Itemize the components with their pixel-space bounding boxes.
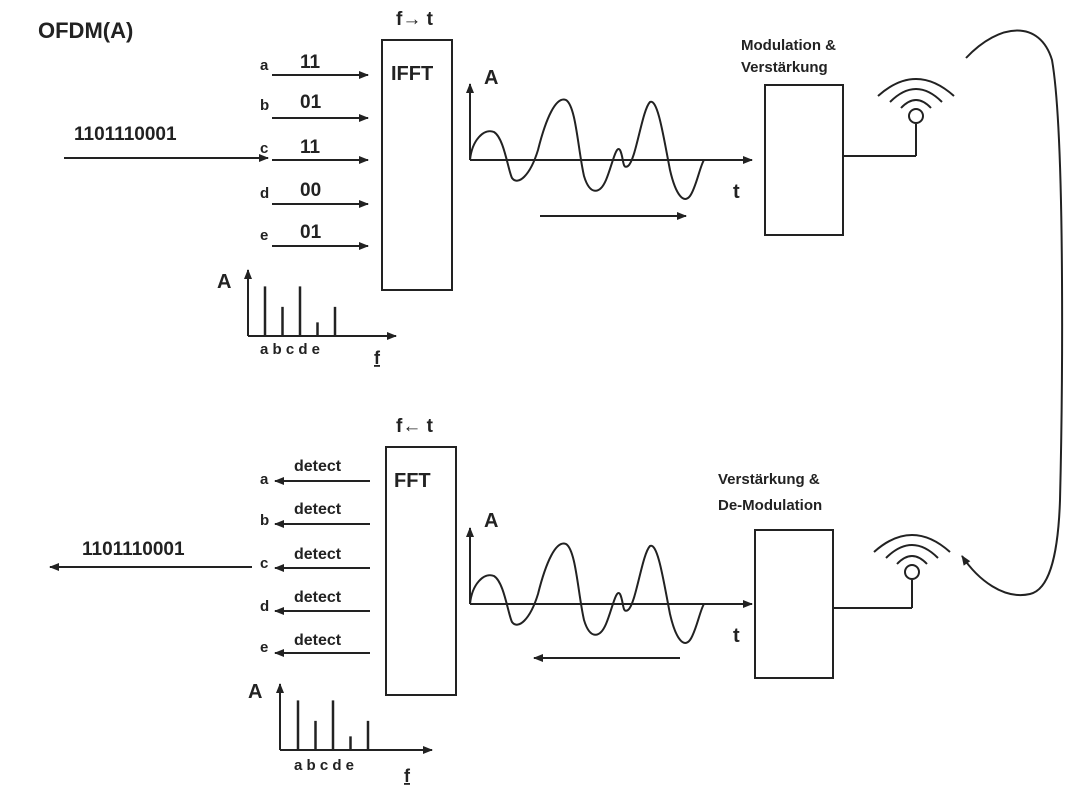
- rx-spectrum-ticks: a b c d e: [294, 757, 354, 774]
- tx-stage-label-line1: Modulation &: [741, 37, 836, 54]
- rx-carrier-detect: detect: [294, 632, 342, 649]
- tx-carrier-e: e 01: [260, 222, 369, 250]
- tx-carrier-bits: 01: [300, 222, 322, 243]
- rx-stage-label-line2: De-Modulation: [718, 497, 822, 514]
- tx-signal-plot: A t: [466, 67, 753, 220]
- fft-block: [385, 446, 457, 696]
- tx-carrier-bits: 01: [300, 92, 322, 113]
- rx-carrier-name: c: [260, 555, 268, 572]
- rx-carrier-name: e: [260, 639, 268, 656]
- rx-carrier-b: b detect: [260, 501, 370, 529]
- tx-carrier-d: d 00: [260, 180, 369, 208]
- modulation-amplifier-block: [764, 84, 844, 236]
- rx-carrier-c: c detect: [260, 546, 370, 572]
- rx-signal-xlabel: t: [733, 625, 740, 647]
- rx-antenna-icon: [873, 534, 951, 580]
- rx-stage-label-line1: Verstärkung &: [718, 471, 820, 488]
- rx-spectrum: A a b c d e f: [248, 681, 433, 786]
- tx-carrier-name: d: [260, 185, 269, 202]
- rx-spectrum-xlabel: f: [404, 766, 411, 786]
- rx-carrier-a: a detect: [260, 458, 370, 488]
- rx-carrier-d: d detect: [260, 589, 370, 615]
- tx-carrier-bits: 11: [300, 137, 321, 158]
- ifft-block-label: IFFT: [391, 63, 433, 85]
- tx-bitstream: 1101110001: [74, 124, 177, 145]
- rx-signal-ylabel: A: [484, 510, 498, 532]
- rx-carrier-detect: detect: [294, 546, 342, 563]
- tx-carrier-b: b 01: [260, 92, 369, 122]
- transmitter-section: 1101110001 a 11 b 01 c 11 d 00 e 01: [64, 9, 955, 368]
- tx-carrier-name: e: [260, 227, 268, 244]
- rx-carrier-e: e detect: [260, 632, 370, 657]
- tx-transform-label: f→ t: [396, 9, 434, 30]
- rx-spectrum-bars: [296, 700, 370, 750]
- tx-signal-ylabel: A: [484, 67, 498, 89]
- ifft-block: [381, 39, 453, 291]
- tx-carrier-name: b: [260, 97, 269, 114]
- tx-spectrum-xlabel: f: [374, 348, 381, 368]
- tx-spectrum-ylabel: A: [217, 271, 231, 293]
- tx-antenna-icon: [877, 78, 955, 124]
- tx-carrier-bits: 11: [300, 52, 321, 73]
- rx-carrier-detect: detect: [294, 501, 342, 518]
- tx-carrier-name: c: [260, 140, 268, 157]
- tx-carrier-bits: 00: [300, 180, 321, 201]
- tx-carrier-a: a 11: [260, 52, 369, 79]
- tx-carrier-c: c 11: [260, 137, 369, 164]
- tx-carrier-name: a: [260, 57, 269, 74]
- rx-signal-plot: A t: [466, 510, 753, 662]
- tx-spectrum-bars: [263, 286, 337, 336]
- radio-link-arrow: [961, 29, 1064, 597]
- rx-bitstream: 1101110001: [82, 539, 185, 560]
- rx-carrier-name: a: [260, 471, 269, 488]
- amplifier-demodulation-block: [754, 529, 834, 679]
- tx-spectrum: A a b c d e f: [217, 269, 397, 368]
- rx-carrier-detect: detect: [294, 458, 342, 475]
- rx-carrier-name: d: [260, 598, 269, 615]
- rx-spectrum-ylabel: A: [248, 681, 262, 703]
- tx-signal-xlabel: t: [733, 181, 740, 203]
- rx-waveform: [469, 542, 705, 644]
- tx-spectrum-ticks: a b c d e: [260, 341, 320, 358]
- rx-carrier-detect: detect: [294, 589, 342, 606]
- rx-carrier-name: b: [260, 512, 269, 529]
- fft-block-label: FFT: [394, 470, 431, 492]
- tx-waveform: [469, 98, 705, 200]
- receiver-section: 1101110001 a detect b detect c detect d …: [49, 416, 951, 786]
- rx-transform-label: f← t: [396, 416, 434, 437]
- tx-stage-label-line2: Verstärkung: [741, 59, 828, 76]
- diagram-title: OFDM(A): [38, 18, 133, 43]
